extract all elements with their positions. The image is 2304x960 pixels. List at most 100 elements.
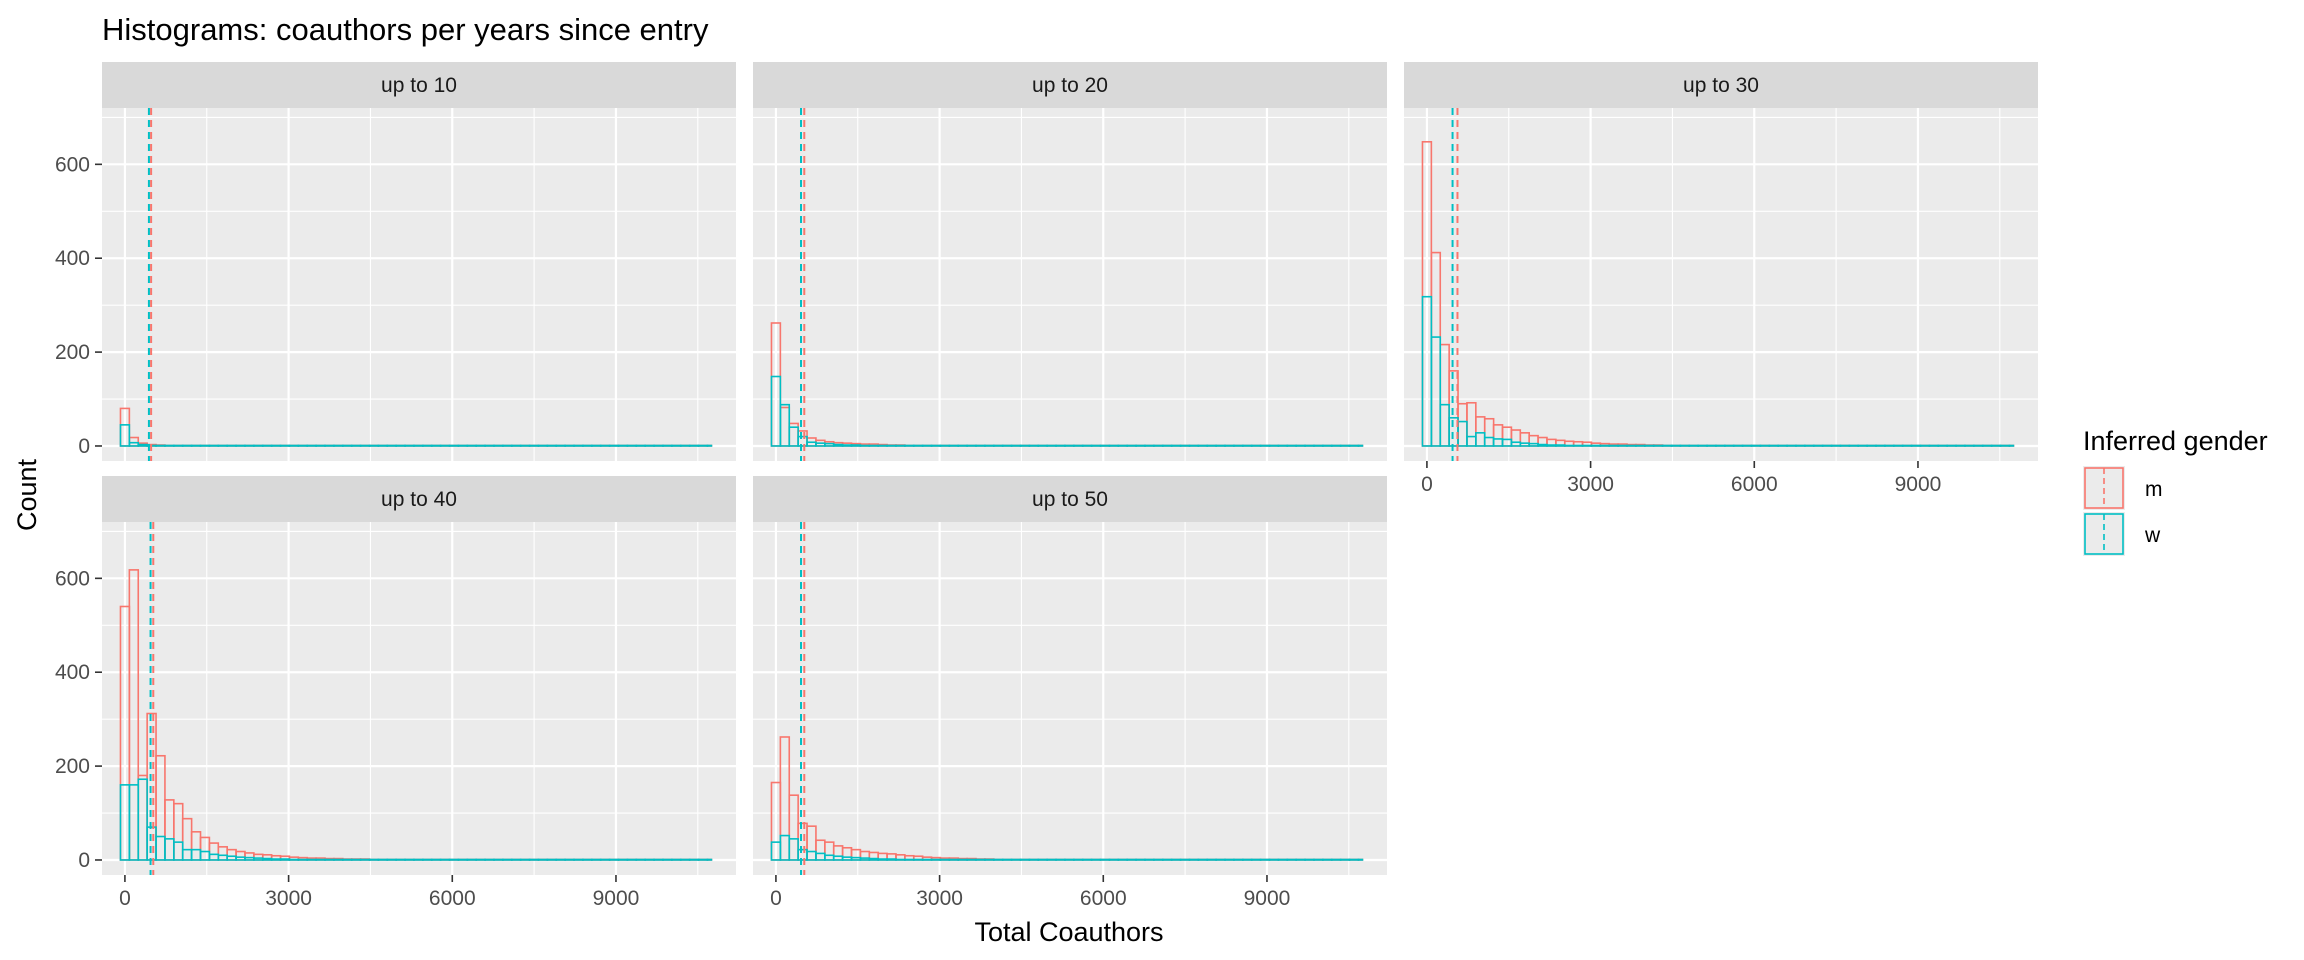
histogram-bar-w: [1055, 858, 1066, 861]
histogram-bar-w: [261, 857, 273, 861]
histogram-bar-w: [510, 444, 522, 447]
x-tick-label: 9000: [593, 887, 640, 910]
y-tick-label: 200: [55, 341, 90, 364]
histogram-bar-w: [1126, 444, 1137, 447]
histogram-bar-w: [359, 858, 371, 861]
histogram-bar-w: [1555, 444, 1566, 447]
histogram-bar-w: [591, 858, 602, 861]
histogram-bar-w: [1901, 444, 1913, 447]
histogram-bar-w: [1688, 444, 1699, 447]
histogram-bar-w: [457, 444, 469, 447]
histogram-bar-w: [957, 858, 968, 861]
histogram-bar-w: [1117, 444, 1129, 447]
histogram-bar-w: [1268, 444, 1280, 447]
histogram-bar-w: [850, 444, 862, 447]
histogram-bar-w: [466, 858, 478, 861]
histogram-bar-w: [528, 444, 540, 447]
histogram-bar-w: [190, 444, 202, 447]
histogram-bar-w: [324, 858, 335, 861]
histogram-bar-w: [1081, 858, 1093, 861]
histogram-bar-w: [359, 444, 371, 447]
histogram-bar-w: [333, 858, 344, 861]
histogram-bar-w: [895, 858, 906, 861]
facet-strip-label: up to 10: [381, 74, 457, 97]
histogram-bar-w: [1153, 444, 1164, 447]
histogram-bar-w: [653, 444, 664, 447]
histogram-bar-w: [1866, 444, 1877, 447]
histogram-bar-w: [564, 858, 575, 861]
histogram-bar-w: [1981, 444, 1993, 447]
x-tick-label: 6000: [429, 887, 476, 910]
histogram-bar-w: [608, 858, 620, 861]
histogram-bar-w: [342, 444, 353, 447]
histogram-bar-w: [1330, 444, 1342, 447]
histogram-bar-w: [413, 858, 424, 861]
histogram-bar-w: [1304, 444, 1315, 447]
histogram-bar-w: [1750, 444, 1762, 447]
histogram-bar-w: [1179, 444, 1191, 447]
x-tick-label: 9000: [1244, 887, 1291, 910]
histogram-bar-w: [208, 444, 220, 447]
histogram-bar-w: [1357, 858, 1364, 861]
histogram-bar-w: [1430, 336, 1442, 447]
histogram-bar-w: [1286, 858, 1297, 861]
histogram-bar-w: [404, 858, 415, 861]
histogram-bar-w: [957, 444, 968, 447]
histogram-bar-w: [1010, 858, 1022, 861]
histogram-bar-w: [1322, 444, 1333, 447]
facet-strip-label: up to 50: [1032, 488, 1108, 511]
x-tick-label: 0: [119, 887, 131, 910]
histogram-bar-w: [671, 858, 682, 861]
y-axis-title: Count: [12, 458, 42, 531]
histogram-bar-w: [904, 858, 915, 861]
histogram-bar-w: [1259, 444, 1271, 447]
histogram-bar-w: [1126, 858, 1137, 861]
histogram-bar-w: [270, 444, 282, 447]
histogram-bar-w: [1206, 444, 1217, 447]
histogram-bar-w: [993, 858, 1004, 861]
x-axis-title: Total Coauthors: [974, 917, 1163, 947]
histogram-bar-w: [582, 444, 593, 447]
histogram-bar-w: [1999, 444, 2011, 447]
histogram-bar-w: [1153, 858, 1164, 861]
panel-background: [102, 108, 736, 461]
histogram-bar-w: [1259, 858, 1271, 861]
histogram-bar-w: [1581, 444, 1593, 447]
facet-panel: up to 20: [753, 62, 1387, 461]
histogram-bar-w: [537, 858, 549, 861]
histogram-bar-w: [599, 444, 611, 447]
facet-strip-label: up to 40: [381, 488, 457, 511]
histogram-bar-w: [297, 858, 309, 861]
y-tick-label: 400: [55, 661, 90, 684]
x-tick-label: 3000: [1567, 473, 1614, 496]
histogram-bar-w: [1090, 444, 1102, 447]
histogram-bar-w: [1295, 858, 1306, 861]
histogram-bar-w: [448, 858, 460, 861]
histogram-bar-w: [502, 444, 513, 447]
histogram-bar-w: [493, 858, 504, 861]
histogram-bar-w: [948, 858, 960, 861]
histogram-bar-w: [1055, 444, 1066, 447]
histogram-bar-w: [1064, 444, 1075, 447]
y-tick-label: 0: [78, 849, 90, 872]
histogram-bar-w: [1268, 858, 1280, 861]
histogram-bar-w: [1286, 444, 1297, 447]
histogram-bar-w: [1768, 444, 1780, 447]
histogram-bar-w: [1099, 858, 1111, 861]
facet-strip-label: up to 20: [1032, 74, 1108, 97]
histogram-bar-w: [1670, 444, 1682, 447]
histogram-bar-w: [306, 444, 317, 447]
histogram-bar-w: [635, 444, 646, 447]
histogram-bar-w: [1322, 858, 1333, 861]
panel-background: [102, 522, 736, 875]
histogram-bar-w: [1804, 444, 1815, 447]
histogram-bar-w: [1812, 444, 1824, 447]
histogram-bar-w: [315, 444, 326, 447]
histogram-bar-w: [644, 858, 655, 861]
histogram-bar-w: [1644, 444, 1655, 447]
histogram-bar-w: [975, 858, 986, 861]
histogram-bar-w: [173, 444, 184, 447]
histogram-bar-w: [679, 858, 691, 861]
histogram-bar-w: [119, 424, 131, 447]
